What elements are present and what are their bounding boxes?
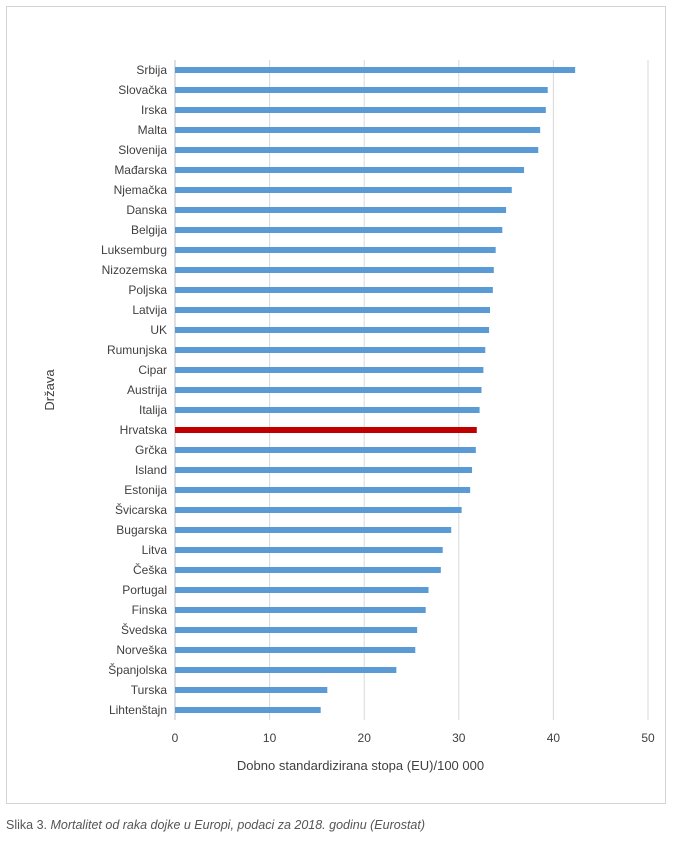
bar-chart: Srbija Slovačka Irska Malta Slovenija Mađarsk… — [42, 60, 655, 773]
bar — [175, 87, 548, 93]
bar — [175, 407, 480, 413]
bar — [175, 187, 512, 193]
bar — [175, 527, 452, 533]
bar — [175, 147, 539, 153]
bar — [175, 687, 328, 693]
bar — [175, 287, 493, 293]
bar — [175, 447, 476, 453]
category-label: Italija — [139, 403, 167, 417]
caption-text: Mortalitet od raka dojke u Europi, podac… — [50, 818, 426, 832]
bar — [175, 307, 491, 313]
bar — [175, 247, 496, 253]
bar — [175, 467, 473, 473]
bar — [175, 607, 426, 613]
x-tick-label: 20 — [358, 731, 372, 745]
category-label: Malta — [138, 123, 168, 137]
category-label: Turska — [131, 683, 168, 697]
category-label: Slovenija — [118, 143, 167, 157]
category-label: Srbija — [136, 63, 167, 77]
category-label: Grčka — [135, 443, 167, 457]
bar — [175, 367, 484, 373]
bar — [175, 587, 429, 593]
category-label: Češka — [133, 562, 167, 577]
bar — [175, 707, 321, 713]
category-label: Norveška — [116, 643, 167, 657]
bar — [175, 127, 541, 133]
category-label: Luksemburg — [101, 243, 167, 257]
category-label: Finska — [132, 603, 168, 617]
category-label: Austrija — [127, 383, 167, 397]
bar — [175, 427, 477, 433]
category-label: Island — [135, 463, 167, 477]
bar — [175, 547, 443, 553]
category-label: Švicarska — [115, 502, 167, 517]
bar — [175, 567, 441, 573]
bar — [175, 227, 503, 233]
bar — [175, 627, 418, 633]
y-axis-title: Država — [42, 369, 57, 411]
bar — [175, 327, 490, 333]
bar — [175, 387, 482, 393]
category-label: Belgija — [131, 223, 167, 237]
category-label: UK — [150, 323, 167, 337]
bar — [175, 167, 525, 173]
category-label: Cipar — [138, 363, 167, 377]
bar — [175, 107, 546, 113]
category-label: Slovačka — [118, 83, 167, 97]
bar — [175, 507, 462, 513]
x-tick-label: 50 — [641, 731, 655, 745]
bar — [175, 667, 397, 673]
x-tick-label: 30 — [452, 731, 466, 745]
category-label: Litva — [142, 543, 168, 557]
bar — [175, 647, 416, 653]
category-label: Hrvatska — [120, 423, 168, 437]
x-tick-label: 40 — [547, 731, 561, 745]
x-tick-label: 0 — [172, 731, 179, 745]
category-label: Lihtenštajn — [109, 703, 167, 717]
category-label: Latvija — [132, 303, 167, 317]
x-tick-label: 10 — [263, 731, 277, 745]
category-label: Estonija — [124, 483, 167, 497]
category-label: Portugal — [122, 583, 167, 597]
category-label: Danska — [126, 203, 167, 217]
category-label: Irska — [141, 103, 167, 117]
category-label: Njemačka — [114, 183, 168, 197]
bar — [175, 67, 576, 73]
category-label: Mađarska — [114, 163, 167, 177]
category-label: Poljska — [128, 283, 167, 297]
category-label: Nizozemska — [102, 263, 168, 277]
category-label: Rumunjska — [107, 343, 167, 357]
caption-prefix: Slika 3. — [6, 818, 47, 832]
figure-caption: Slika 3. Mortalitet od raka dojke u Euro… — [6, 818, 425, 832]
bar — [175, 487, 471, 493]
bar — [175, 267, 494, 273]
category-label: Španjolska — [108, 662, 167, 677]
category-label: Bugarska — [116, 523, 167, 537]
bar — [175, 347, 486, 353]
x-axis-title: Dobno standardizirana stopa (EU)/100 000 — [237, 758, 484, 773]
category-label: Švedska — [121, 622, 167, 637]
bar — [175, 207, 507, 213]
